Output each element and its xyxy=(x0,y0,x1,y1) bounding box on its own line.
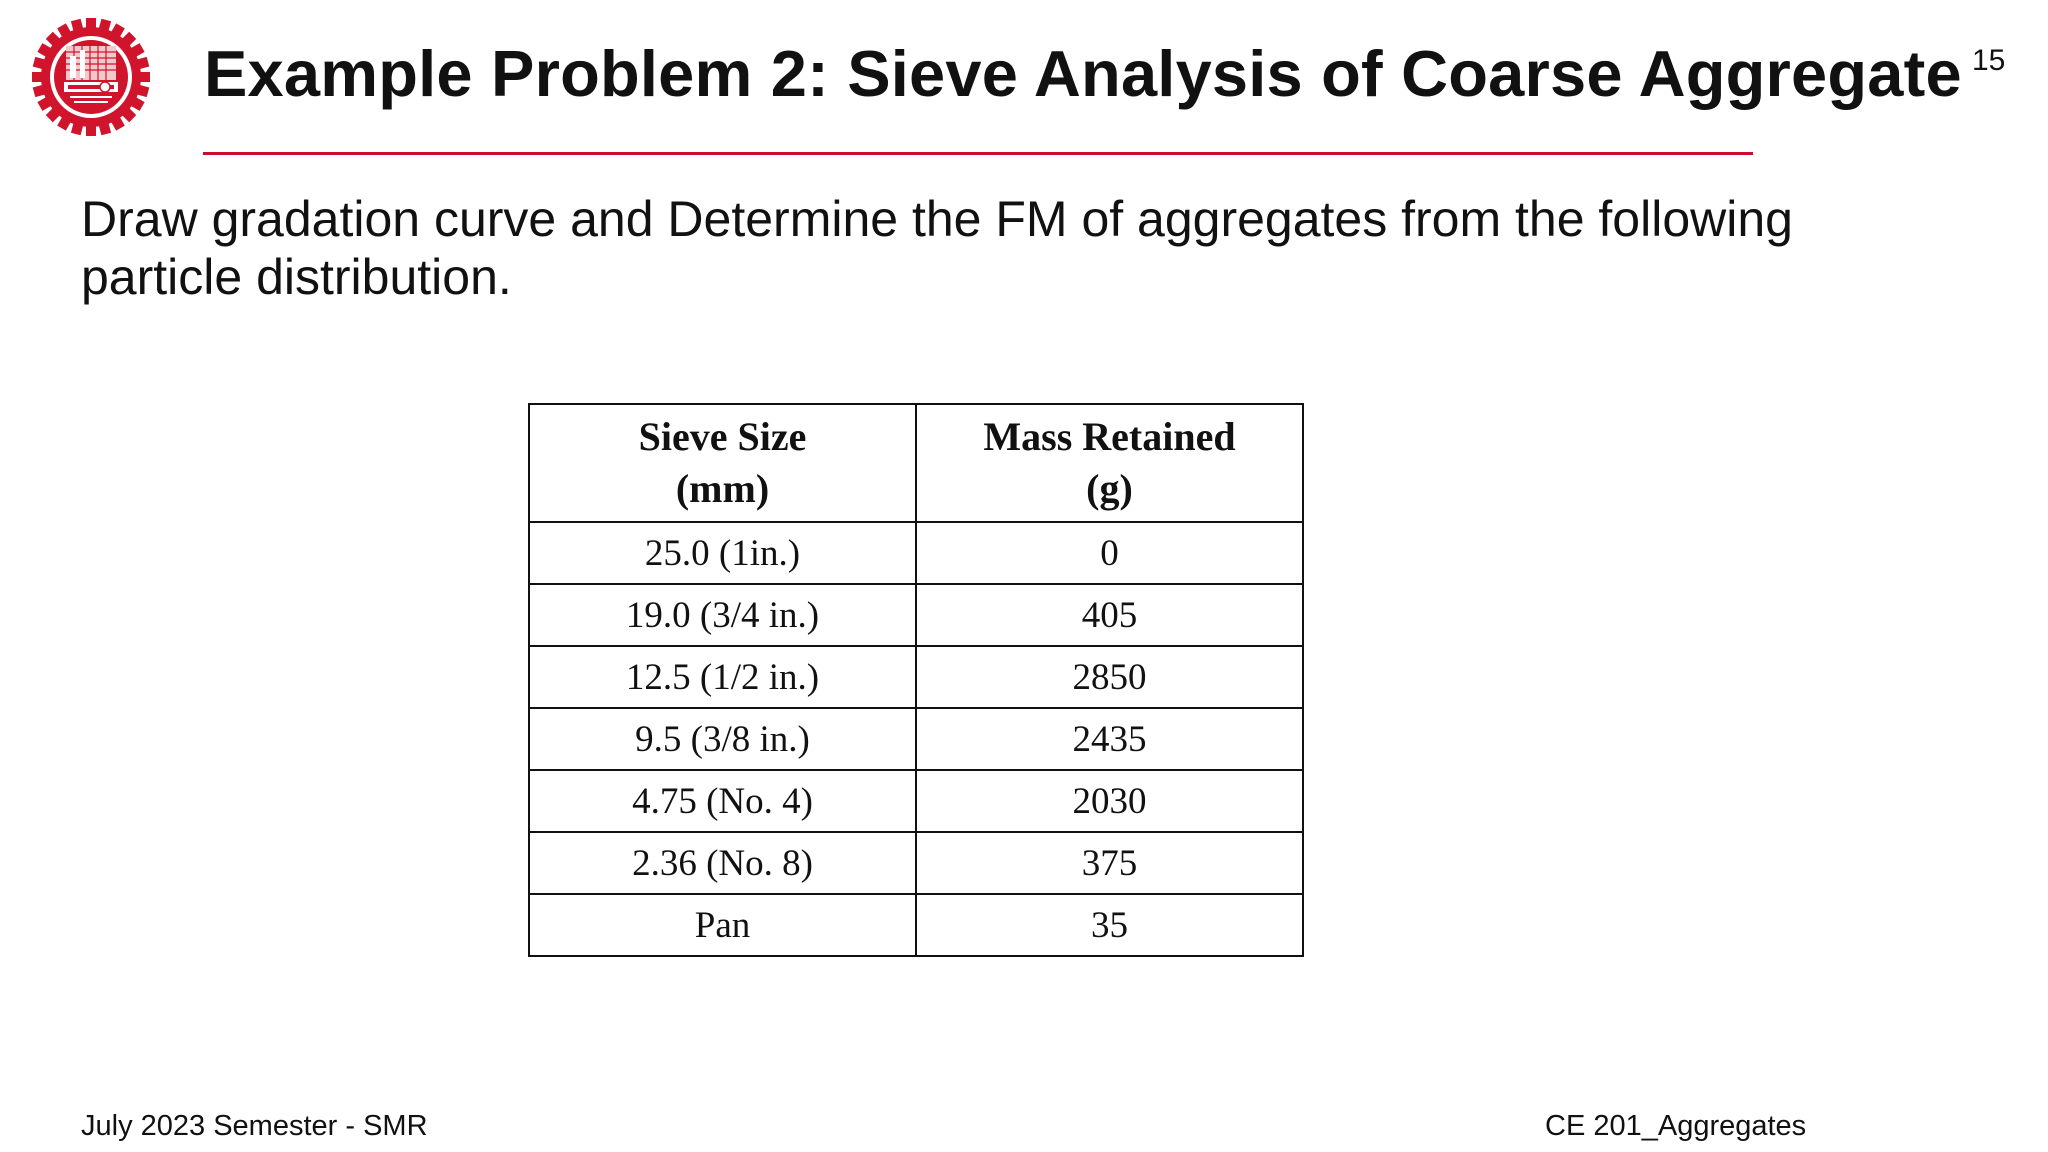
mass-retained-cell: 2435 xyxy=(915,707,1304,771)
header-mass-retained: Mass Retained (g) xyxy=(915,403,1304,523)
slide-title: Example Problem 2: Sieve Analysis of Coa… xyxy=(204,37,1962,110)
header-sieve-size: Sieve Size (mm) xyxy=(528,403,917,523)
table-row: 25.0 (1in.) 0 xyxy=(528,521,1304,585)
sieve-data-table: Sieve Size (mm) Mass Retained (g) 25.0 (… xyxy=(528,403,1304,957)
header-mass-retained-unit: (g) xyxy=(1086,466,1133,511)
sieve-size-cell: 12.5 (1/2 in.) xyxy=(528,645,917,709)
mass-retained-cell: 2030 xyxy=(915,769,1304,833)
header-mass-retained-label: Mass Retained xyxy=(983,414,1236,459)
table-header-row: Sieve Size (mm) Mass Retained (g) xyxy=(528,403,1304,523)
sieve-size-cell: 4.75 (No. 4) xyxy=(528,769,917,833)
sieve-size-cell: 9.5 (3/8 in.) xyxy=(528,707,917,771)
mass-retained-cell: 405 xyxy=(915,583,1304,647)
sieve-size-cell: 2.36 (No. 8) xyxy=(528,831,917,895)
table-row: 4.75 (No. 4) 2030 xyxy=(528,769,1304,833)
table-row: 2.36 (No. 8) 375 xyxy=(528,831,1304,895)
slide-number: 15 xyxy=(1972,44,2006,77)
problem-statement: Draw gradation curve and Determine the F… xyxy=(81,191,1793,305)
header-sieve-size-unit: (mm) xyxy=(675,466,770,511)
table-row: 19.0 (3/4 in.) 405 xyxy=(528,583,1304,647)
table-row: Pan 35 xyxy=(528,893,1304,957)
mass-retained-cell: 2850 xyxy=(915,645,1304,709)
title-divider xyxy=(203,152,1753,155)
sieve-size-cell: 19.0 (3/4 in.) xyxy=(528,583,917,647)
sieve-size-cell: Pan xyxy=(528,893,917,957)
header-sieve-size-label: Sieve Size xyxy=(638,414,807,459)
footer-semester: July 2023 Semester - SMR xyxy=(81,1110,428,1142)
mass-retained-cell: 35 xyxy=(915,893,1304,957)
sieve-size-cell: 25.0 (1in.) xyxy=(528,521,917,585)
table-row: 12.5 (1/2 in.) 2850 xyxy=(528,645,1304,709)
footer-course: CE 201_Aggregates xyxy=(1545,1110,1807,1142)
university-logo-icon xyxy=(30,16,152,138)
mass-retained-cell: 0 xyxy=(915,521,1304,585)
mass-retained-cell: 375 xyxy=(915,831,1304,895)
table-row: 9.5 (3/8 in.) 2435 xyxy=(528,707,1304,771)
